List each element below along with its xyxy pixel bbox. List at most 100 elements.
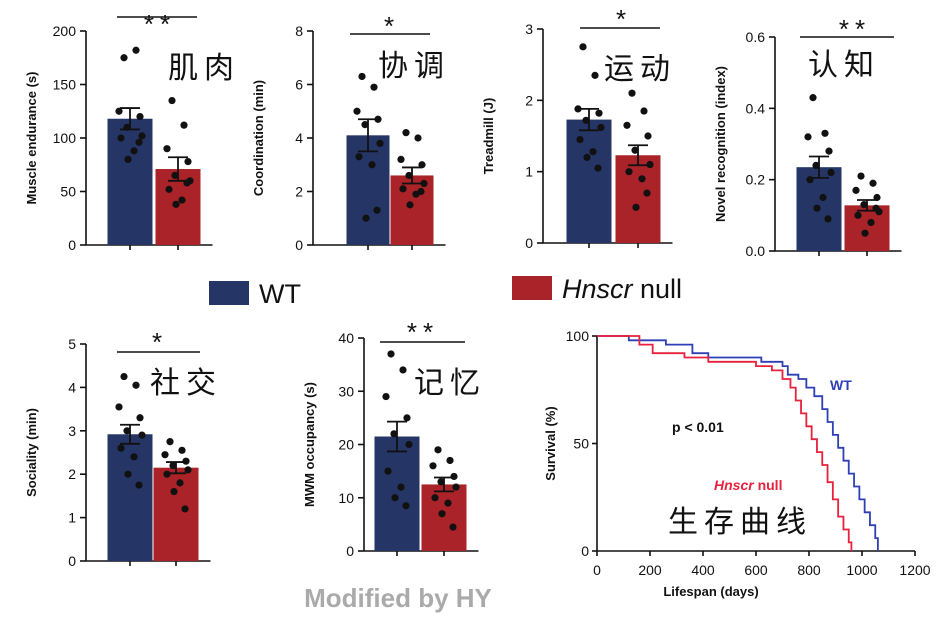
data-point — [644, 132, 652, 140]
chart-panel-novel: 0.0 0.2 0.4 0.6 Novel recognition (index) ** 认… — [713, 14, 902, 259]
x-tick-label: 1000 — [846, 562, 877, 578]
y-tick-label: 150 — [53, 77, 77, 93]
bar-wt — [107, 434, 153, 561]
data-point — [646, 160, 654, 169]
chart-panel-coord: 0 2 4 6 8 Coordination (min) * 协调 — [251, 11, 450, 253]
data-point — [860, 201, 868, 209]
bar-null — [421, 484, 467, 551]
panel-annotation: 记忆 — [414, 366, 486, 401]
y-tick-label: 40 — [338, 330, 354, 346]
data-point — [115, 107, 123, 115]
y-axis-label: Novel recognition (index) — [713, 66, 728, 222]
data-point — [597, 123, 605, 132]
data-point — [390, 430, 398, 438]
data-point — [176, 479, 184, 487]
y-tick-label: 20 — [338, 437, 354, 453]
data-point — [406, 201, 414, 209]
data-point — [362, 214, 370, 222]
chart-panel-muscle: 0 50 100 150 200 Muscle endurance (s) ** 肌肉 — [24, 9, 234, 253]
data-point — [825, 147, 833, 155]
y-tick-label: 50 — [573, 436, 589, 452]
y-tick-label: 0 — [346, 543, 354, 559]
data-point — [429, 462, 437, 470]
data-point — [358, 72, 366, 81]
data-point — [418, 161, 426, 169]
significance-marker: * — [384, 11, 400, 41]
x-tick-label: 400 — [691, 562, 715, 578]
data-point — [809, 94, 817, 102]
y-axis-label: Muscle endurance (s) — [24, 72, 39, 205]
y-tick-label: 50 — [60, 184, 76, 200]
data-point — [446, 456, 454, 465]
y-axis-label: Sociality (min) — [24, 408, 39, 497]
data-point — [821, 129, 829, 137]
data-point — [370, 83, 378, 91]
y-tick-label: 0 — [581, 543, 589, 559]
y-tick-label: 0 — [68, 553, 76, 569]
data-point — [861, 229, 869, 237]
data-point — [640, 107, 648, 115]
panel-annotation: 认知 — [808, 48, 880, 83]
y-tick-label: 2 — [295, 184, 303, 200]
significance-marker: * — [616, 4, 632, 34]
x-tick-label: 600 — [744, 562, 768, 578]
y-tick-label: 100 — [566, 328, 590, 344]
data-point — [444, 499, 452, 507]
data-point — [168, 96, 176, 105]
data-point — [574, 105, 582, 113]
data-point — [819, 193, 827, 202]
series-label-wt: WT — [830, 377, 852, 393]
chart-panel-treadmill: 0 1 2 3 Treadmill (J) * 运动 — [481, 4, 673, 251]
data-point — [161, 451, 169, 459]
data-point — [405, 171, 413, 180]
y-tick-label: 1 — [68, 510, 76, 526]
data-point — [852, 186, 860, 194]
bar-wt — [566, 119, 612, 243]
data-point — [181, 505, 189, 513]
p-value: p < 0.01 — [672, 419, 724, 435]
data-point — [135, 138, 143, 146]
x-tick-label: 800 — [797, 562, 821, 578]
y-tick-label: 0 — [295, 237, 303, 253]
data-point — [827, 168, 835, 177]
y-axis-label: Coordination (min) — [251, 80, 266, 196]
data-point — [591, 71, 599, 79]
data-point — [163, 470, 171, 478]
data-point — [183, 179, 191, 187]
data-point — [804, 133, 812, 141]
chart-panel-survival: 0 200 400 600 800 1000 1200 0 50 100 Lifespan (day… — [543, 328, 931, 599]
significance-marker: ** — [407, 317, 439, 347]
x-tick-label: 0 — [593, 562, 601, 578]
data-point — [594, 164, 602, 172]
data-point — [184, 466, 192, 474]
data-point — [579, 43, 587, 51]
data-point — [172, 200, 180, 208]
x-tick-label: 200 — [638, 562, 662, 578]
bar-null — [615, 155, 661, 243]
significance-marker: ** — [144, 9, 176, 39]
data-point — [166, 438, 174, 446]
data-point — [402, 129, 410, 137]
data-point — [813, 204, 821, 212]
data-point — [397, 483, 405, 491]
x-tick-label: 1200 — [899, 562, 930, 578]
y-tick-label: 10 — [338, 490, 354, 506]
data-point — [417, 187, 425, 196]
credit-text: Modified by HY — [304, 583, 492, 613]
y-tick-label: 30 — [338, 383, 354, 399]
y-tick-label: 4 — [68, 379, 76, 395]
panel-annotation: 协调 — [378, 49, 450, 84]
data-point — [135, 481, 143, 489]
data-point — [376, 139, 384, 147]
y-tick-label: 100 — [53, 130, 77, 146]
data-point — [450, 472, 458, 481]
data-point — [180, 121, 188, 129]
data-point — [632, 203, 640, 211]
data-point — [124, 470, 132, 478]
data-point — [178, 196, 186, 204]
data-point — [643, 189, 651, 197]
data-point — [115, 403, 123, 411]
data-point — [132, 381, 140, 389]
data-point — [368, 161, 376, 169]
